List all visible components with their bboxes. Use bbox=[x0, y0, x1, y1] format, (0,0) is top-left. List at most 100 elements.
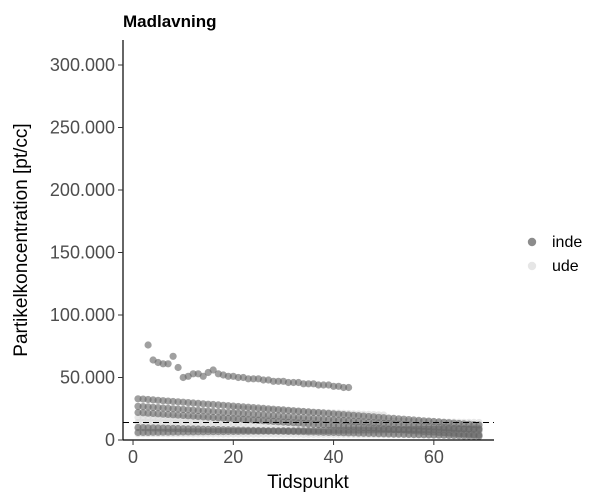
data-point-inde bbox=[450, 425, 458, 433]
data-point-inde bbox=[420, 425, 428, 433]
y-axis-title: Partikelkoncentration [pt/cc] bbox=[11, 123, 32, 356]
data-point-inde bbox=[340, 383, 348, 392]
data-point-inde bbox=[154, 428, 162, 436]
data-point-inde bbox=[139, 428, 147, 436]
data-point-inde bbox=[224, 372, 232, 380]
y-tick-label: 300.000 bbox=[50, 55, 115, 75]
data-point-ude bbox=[134, 413, 142, 422]
data-point-inde bbox=[244, 427, 252, 435]
data-point-inde bbox=[365, 426, 373, 434]
x-tick-label: 60 bbox=[424, 447, 444, 467]
data-point-inde bbox=[229, 427, 237, 436]
data-point-inde bbox=[134, 395, 142, 403]
data-point-ude bbox=[174, 419, 182, 427]
data-point-inde bbox=[274, 377, 282, 385]
data-point-inde bbox=[234, 427, 242, 435]
legend-label-ude: ude bbox=[552, 258, 579, 275]
data-point-inde bbox=[450, 432, 458, 440]
data-point-inde bbox=[390, 426, 398, 434]
data-point-inde bbox=[269, 427, 277, 435]
data-point-inde bbox=[189, 428, 197, 436]
data-point-inde bbox=[189, 370, 197, 378]
data-point-inde bbox=[445, 431, 453, 440]
y-tick-label: 100.000 bbox=[50, 305, 115, 325]
data-point-ude bbox=[214, 420, 222, 428]
data-point-inde bbox=[335, 426, 343, 434]
data-point-inde bbox=[199, 372, 207, 380]
data-point-inde bbox=[209, 428, 217, 436]
data-point-inde bbox=[460, 425, 468, 433]
data-point-inde bbox=[410, 431, 418, 439]
data-point-inde bbox=[174, 363, 182, 372]
x-ticks: 0 20 40 60 bbox=[128, 440, 444, 467]
data-point-inde bbox=[249, 375, 257, 383]
data-point-ude bbox=[194, 419, 202, 427]
data-point-inde bbox=[395, 426, 403, 434]
data-point-inde bbox=[440, 425, 448, 433]
data-point-inde bbox=[309, 427, 318, 435]
data-point-inde bbox=[294, 427, 303, 435]
y-tick-label: 50.000 bbox=[60, 368, 115, 388]
data-point-inde bbox=[279, 427, 287, 435]
data-point-inde bbox=[380, 426, 388, 434]
data-point-inde bbox=[435, 431, 443, 439]
data-point-inde bbox=[319, 426, 328, 435]
data-point-inde bbox=[435, 425, 443, 433]
data-point-ude bbox=[204, 419, 212, 428]
data-point-inde bbox=[325, 426, 333, 434]
data-point-inde bbox=[475, 432, 483, 440]
axes bbox=[122, 40, 494, 441]
data-point-inde bbox=[264, 427, 272, 435]
data-point-inde bbox=[234, 373, 242, 382]
data-point-inde bbox=[144, 341, 152, 349]
data-point-inde bbox=[319, 415, 328, 423]
data-point-ude bbox=[179, 419, 187, 427]
data-point-inde bbox=[460, 432, 468, 440]
x-axis-title: Tidspunkt bbox=[267, 472, 349, 493]
data-point-inde bbox=[194, 428, 202, 436]
data-point-inde bbox=[244, 416, 252, 424]
data-point-inde bbox=[370, 426, 378, 434]
data-point-inde bbox=[179, 428, 187, 436]
data-point-inde bbox=[465, 425, 473, 433]
data-point-inde bbox=[375, 426, 383, 434]
y-tick-label: 150.000 bbox=[50, 243, 115, 263]
data-point-inde bbox=[299, 380, 308, 388]
data-point-inde bbox=[470, 425, 478, 433]
x-tick-label: 0 bbox=[128, 447, 138, 467]
chart-title: Madlavning bbox=[123, 12, 217, 31]
x-tick-label: 40 bbox=[324, 447, 344, 467]
data-point-inde bbox=[330, 426, 338, 434]
data-point-inde bbox=[204, 428, 212, 436]
data-point-inde bbox=[169, 428, 177, 436]
data-point-inde bbox=[405, 425, 413, 434]
data-point-inde bbox=[304, 380, 313, 388]
data-point-inde bbox=[455, 425, 463, 433]
data-point-inde bbox=[184, 428, 192, 436]
data-point-inde bbox=[415, 425, 423, 433]
data-point-ude bbox=[209, 420, 217, 428]
data-point-inde bbox=[330, 382, 338, 390]
data-point-inde bbox=[254, 427, 262, 435]
data-point-inde bbox=[219, 428, 227, 436]
data-point-inde bbox=[134, 428, 142, 437]
data-point-inde bbox=[430, 425, 438, 433]
plot-points bbox=[134, 341, 483, 440]
data-point-inde bbox=[284, 378, 292, 387]
data-point-inde bbox=[224, 427, 232, 436]
data-point-inde bbox=[430, 431, 438, 439]
data-point-inde bbox=[144, 428, 152, 436]
data-point-inde bbox=[289, 378, 298, 387]
data-point-inde bbox=[400, 426, 408, 434]
data-point-inde bbox=[425, 425, 433, 433]
data-point-inde bbox=[465, 432, 473, 440]
data-point-ude bbox=[184, 419, 192, 427]
y-tick-label: 0 bbox=[105, 430, 115, 450]
data-point-inde bbox=[164, 360, 172, 368]
data-point-inde bbox=[159, 428, 167, 436]
data-point-inde bbox=[415, 431, 423, 439]
y-ticks: 0 50.000 100.000 150.000 200.000 250.000 300.0… bbox=[50, 55, 123, 450]
data-point-inde bbox=[304, 427, 313, 435]
data-point-inde bbox=[355, 426, 363, 434]
